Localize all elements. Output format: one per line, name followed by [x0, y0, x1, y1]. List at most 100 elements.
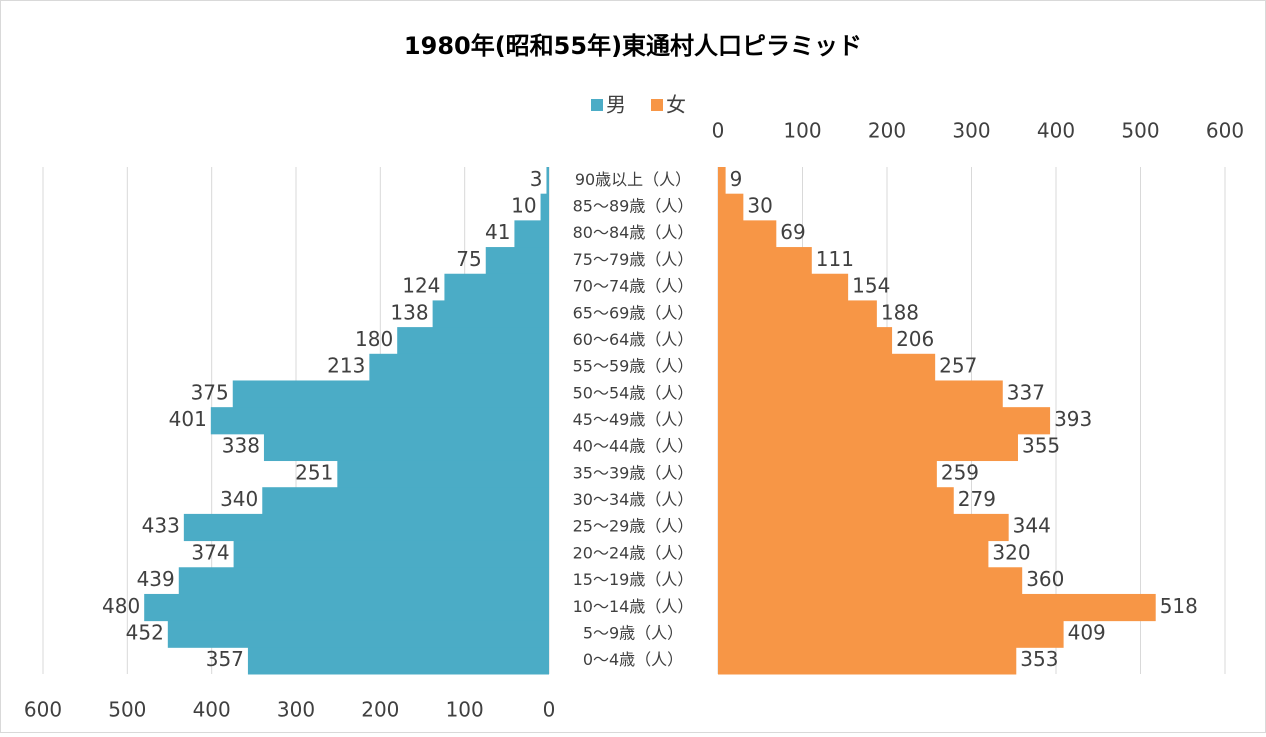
category-label: 75～79歳（人） [573, 250, 694, 269]
bar [210, 407, 549, 435]
x-tick-label: 100 [446, 698, 484, 722]
data-label: 518 [1160, 594, 1198, 618]
category-label: 35～39歳（人） [573, 463, 694, 482]
x-tick-label: 300 [952, 119, 990, 143]
data-label: 401 [169, 407, 207, 431]
legend-swatch [651, 99, 663, 111]
x-tick-label: 0 [712, 119, 725, 143]
x-tick-label: 400 [1037, 119, 1075, 143]
bar [718, 380, 1003, 408]
bar [718, 593, 1156, 622]
bar [718, 327, 893, 355]
bar [718, 220, 777, 248]
bar [183, 513, 549, 542]
bar [263, 433, 549, 462]
x-tick-label: 500 [1121, 119, 1159, 143]
data-label: 340 [220, 487, 258, 511]
data-label: 111 [816, 247, 854, 271]
category-label: 65～69歳（人） [573, 303, 694, 322]
data-label: 10 [511, 194, 536, 218]
bar [718, 620, 1064, 648]
bar [718, 407, 1051, 435]
bar [233, 540, 550, 568]
category-label: 30～34歳（人） [573, 490, 694, 509]
bar [144, 593, 549, 622]
x-tick-label: 0 [543, 698, 556, 722]
data-label: 409 [1068, 620, 1106, 644]
bar [718, 647, 1017, 675]
category-label: 10～14歳（人） [573, 597, 694, 616]
category-label: 55～59歳（人） [573, 357, 694, 376]
bar [369, 353, 549, 381]
data-label: 251 [295, 460, 333, 484]
bar [718, 433, 1018, 462]
data-label: 41 [485, 220, 510, 244]
bar [397, 327, 549, 355]
data-label: 30 [747, 194, 772, 218]
data-label: 124 [402, 274, 440, 298]
data-label: 69 [780, 220, 805, 244]
bar [540, 193, 549, 221]
bar [247, 647, 549, 675]
bar [262, 487, 549, 515]
data-label: 355 [1022, 434, 1060, 458]
data-label: 138 [390, 300, 428, 324]
data-label: 375 [191, 380, 229, 404]
bar [514, 220, 549, 248]
data-label: 393 [1054, 407, 1092, 431]
bar [167, 620, 549, 648]
data-label: 257 [939, 354, 977, 378]
category-label: 45～49歳（人） [573, 410, 694, 429]
data-label: 360 [1026, 567, 1064, 591]
category-label: 50～54歳（人） [573, 383, 694, 402]
data-label: 188 [881, 300, 919, 324]
chart-title: 1980年(昭和55年)東通村人口ピラミッド [404, 32, 862, 60]
data-label: 480 [102, 594, 140, 618]
legend-label: 男 [606, 93, 626, 117]
bar [718, 300, 877, 328]
category-label: 0～4歳（人） [583, 650, 683, 669]
bar [718, 247, 812, 275]
data-label: 206 [896, 327, 934, 351]
bar [485, 247, 549, 275]
bar [546, 167, 549, 195]
category-label: 60～64歳（人） [573, 330, 694, 349]
data-label: 433 [142, 514, 180, 538]
bar [718, 167, 726, 195]
bar [718, 487, 954, 515]
data-label: 374 [191, 540, 229, 564]
bar [178, 567, 549, 595]
bar [718, 567, 1023, 595]
category-label: 85～89歳（人） [573, 197, 694, 216]
data-label: 320 [992, 540, 1030, 564]
bar [718, 540, 989, 568]
category-label: 80～84歳（人） [573, 223, 694, 242]
category-label: 70～74歳（人） [573, 277, 694, 296]
bar [337, 460, 549, 488]
data-label: 353 [1020, 647, 1058, 671]
x-tick-label: 200 [361, 698, 399, 722]
x-tick-label: 600 [1206, 119, 1244, 143]
data-label: 213 [327, 354, 365, 378]
bar [718, 460, 937, 488]
bar [718, 513, 1009, 542]
data-label: 154 [852, 274, 890, 298]
category-label: 20～24歳（人） [573, 543, 694, 562]
bar [432, 300, 549, 328]
bar [718, 193, 744, 221]
category-label: 25～29歳（人） [573, 517, 694, 536]
x-tick-label: 500 [108, 698, 146, 722]
x-tick-label: 100 [783, 119, 821, 143]
x-tick-label: 400 [193, 698, 231, 722]
category-label: 15～19歳（人） [573, 570, 694, 589]
data-label: 259 [941, 460, 979, 484]
x-tick-label: 600 [24, 698, 62, 722]
data-label: 439 [137, 567, 175, 591]
data-label: 279 [958, 487, 996, 511]
legend-label: 女 [666, 93, 686, 117]
bar [232, 380, 549, 408]
bar [444, 273, 549, 301]
data-label: 3 [530, 167, 543, 191]
data-label: 75 [456, 247, 481, 271]
